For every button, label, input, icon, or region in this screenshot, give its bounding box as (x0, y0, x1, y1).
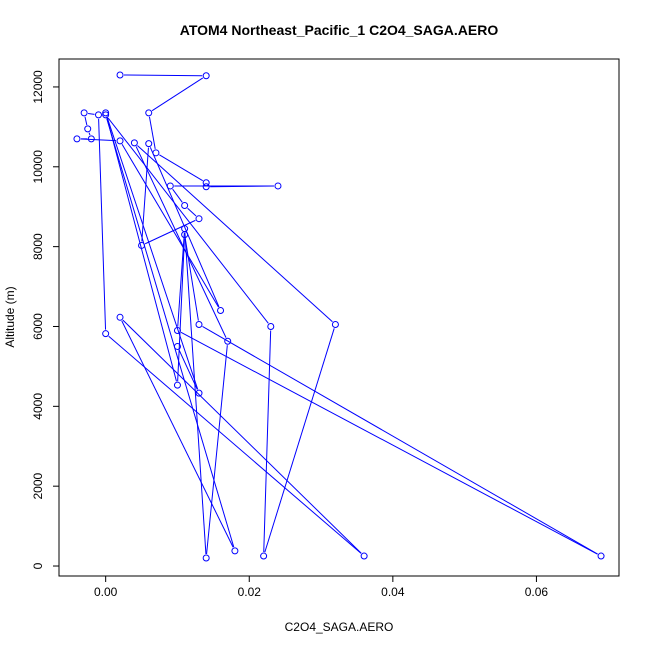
y-tick-label: 6000 (31, 313, 45, 340)
data-point (260, 552, 268, 560)
data-point (195, 215, 203, 223)
data-point (224, 337, 232, 345)
data-point (173, 381, 181, 389)
data-point (173, 326, 181, 334)
series-segment (88, 132, 91, 136)
data-point (360, 552, 368, 560)
series-segment (206, 345, 228, 555)
series-segment (149, 147, 220, 308)
series-segment (202, 326, 598, 555)
series-segment (184, 238, 199, 321)
series-layer (73, 71, 605, 562)
y-axis: 0 2000 4000 6000 8000 10000 12000 (31, 70, 59, 569)
data-point (94, 111, 102, 119)
series-segment (106, 118, 235, 548)
series-segment (98, 118, 107, 330)
series-segment (135, 146, 227, 338)
data-point (116, 71, 124, 79)
data-point (181, 231, 189, 239)
data-point (331, 320, 339, 328)
data-point (202, 72, 210, 80)
y-tick-label: 10000 (31, 150, 45, 184)
data-point (274, 182, 282, 190)
series-segment (122, 319, 362, 554)
y-axis-label: Altitude (m) (3, 286, 17, 347)
series-segment (184, 232, 207, 555)
series-segment (137, 145, 333, 323)
y-tick-label: 2000 (31, 473, 45, 500)
series-segment (178, 349, 198, 390)
x-tick-label: 0.00 (94, 585, 118, 599)
data-point (87, 135, 95, 143)
data-point (202, 183, 210, 191)
data-point (202, 179, 210, 187)
data-point (145, 140, 153, 148)
series-segment (121, 144, 219, 308)
data-point (138, 241, 146, 249)
data-point (597, 552, 605, 560)
data-point (73, 135, 81, 143)
series-segment (263, 330, 272, 553)
series-segment (148, 116, 156, 149)
x-axis-label: C2O4_SAGA.AERO (285, 620, 394, 634)
series-segment (264, 328, 335, 553)
series-segment (177, 238, 185, 382)
series-segment (108, 335, 362, 554)
data-point (102, 111, 110, 119)
series-segment (121, 320, 234, 548)
series-segment (151, 77, 204, 112)
series-segment (124, 74, 203, 77)
y-tick-label: 8000 (31, 233, 45, 260)
x-axis: 0.00 0.02 0.04 0.06 (94, 576, 548, 599)
series-segment (107, 117, 269, 324)
data-point (116, 137, 124, 145)
series-segment (187, 207, 197, 217)
data-point (202, 554, 210, 562)
y-tick-label: 12000 (31, 70, 45, 104)
series-segment (180, 331, 598, 555)
x-tick-label: 0.02 (238, 585, 262, 599)
data-point (217, 307, 225, 315)
data-point (116, 313, 124, 321)
data-point (130, 139, 138, 147)
series-segment (144, 219, 196, 245)
x-tick-label: 0.06 (525, 585, 549, 599)
y-tick-label: 4000 (31, 393, 45, 420)
data-point (84, 125, 92, 133)
data-point (267, 322, 275, 330)
series-segment (172, 188, 183, 203)
series-segment (159, 154, 203, 182)
data-point (181, 202, 189, 210)
y-tick-label: 0 (31, 562, 45, 569)
series-segment (177, 232, 185, 327)
data-point (195, 320, 203, 328)
data-point (173, 342, 181, 350)
data-point (102, 330, 110, 338)
data-point (166, 182, 174, 190)
series-segment (84, 116, 88, 126)
data-point (152, 149, 160, 157)
data-point (195, 389, 203, 397)
data-point (231, 547, 239, 555)
series-segment (88, 112, 95, 115)
data-point (145, 109, 153, 117)
data-point (102, 109, 110, 117)
series-segment (106, 116, 177, 382)
chart-title: ATOM4 Northeast_Pacific_1 C2O4_SAGA.AERO (180, 22, 499, 38)
plot-frame (58, 58, 620, 577)
series-segment (106, 116, 199, 390)
data-point (80, 109, 88, 117)
x-tick-label: 0.04 (381, 585, 405, 599)
